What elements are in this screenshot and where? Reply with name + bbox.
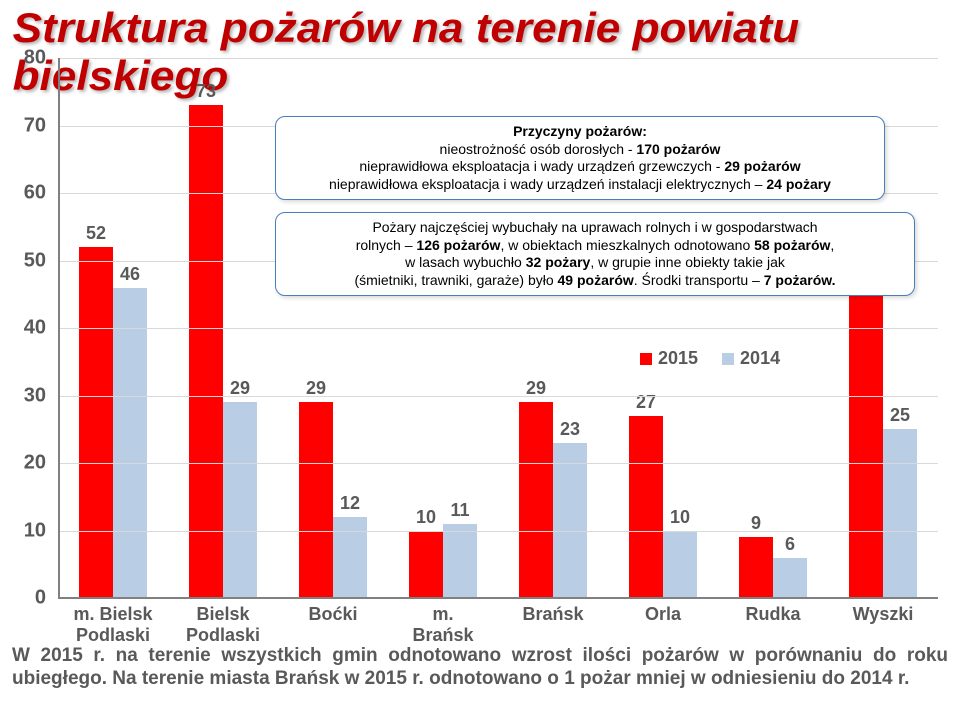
y-tick-label: 70 [24,114,46,137]
legend-label: 2015 [658,348,698,369]
bar-fill [409,531,443,599]
bar-value-label: 73 [189,81,223,102]
bar-fill [333,517,367,598]
bar-fill [519,402,553,598]
y-tick-label: 40 [24,317,46,340]
legend-item: 2015 [640,348,698,369]
legend-label: 2014 [740,348,780,369]
y-tick-label: 0 [35,587,46,610]
x-axis-line [58,597,938,599]
bar-fill [773,558,807,599]
y-tick-label: 50 [24,249,46,272]
callout-line: nieostrożność osób dorosłych - 170 pożar… [286,141,874,159]
bar-fill [299,402,333,598]
bar-fill [663,531,697,599]
grid-line [58,463,938,464]
x-tick-label: Orla [608,604,718,625]
callout-line: (śmietniki, trawniki, garaże) było 49 po… [286,272,904,290]
bar-fill [113,288,147,599]
bar-fill [739,537,773,598]
bar-fill [553,443,587,598]
bar-value-label: 23 [553,419,587,440]
y-tick-label: 20 [24,452,46,475]
grid-line [58,396,938,397]
grid-line [58,328,938,329]
y-tick-label: 10 [24,519,46,542]
bar-chart: 01020304050607080 5246732929121011292327… [10,58,950,618]
bar-fill [443,524,477,598]
legend-swatch [722,353,734,365]
callout-line: w lasach wybuchło 32 pożary, w grupie in… [286,254,904,272]
x-tick-label: m. BielskPodlaski [58,604,168,646]
bar-value-label: 11 [443,500,477,521]
locations-callout: Pożary najczęściej wybuchały na uprawach… [275,212,915,296]
y-axis-line [58,58,60,598]
bar-value-label: 46 [113,264,147,285]
bar-value-label: 25 [883,405,917,426]
bar-fill [883,429,917,598]
bar-value-label: 12 [333,493,367,514]
bar-fill [629,416,663,598]
legend-item: 2014 [722,348,780,369]
grid-line [58,58,938,59]
callout-line: nieprawidłowa eksploatacja i wady urządz… [286,176,874,194]
y-axis: 01020304050607080 [10,58,52,598]
bar-fill [223,402,257,598]
callout-title: Przyczyny pożarów: [286,123,874,141]
bar-value-label: 52 [79,223,113,244]
callout-line: nieprawidłowa eksploatacja i wady urządz… [286,158,874,176]
legend: 2015 2014 [640,348,780,369]
x-tick-label: Wyszki [828,604,938,625]
y-tick-label: 60 [24,182,46,205]
grid-line [58,531,938,532]
causes-callout: Przyczyny pożarów:nieostrożność osób dor… [275,116,885,200]
bar-fill [849,294,883,598]
bar-fill [79,247,113,598]
bar-fill [189,105,223,598]
x-tick-label: Rudka [718,604,828,625]
footer-text: W 2015 r. na terenie wszystkich gmin odn… [12,644,948,690]
bar-value-label: 6 [773,534,807,555]
x-tick-label: BielskPodlaski [168,604,278,646]
bar-value-label: 10 [663,507,697,528]
callout-line: Pożary najczęściej wybuchały na uprawach… [286,219,904,237]
legend-swatch [640,353,652,365]
y-tick-label: 80 [24,47,46,70]
bar-value-label: 10 [409,507,443,528]
x-tick-label: Brańsk [498,604,608,625]
y-tick-label: 30 [24,384,46,407]
callout-line: rolnych – 126 pożarów, w obiektach miesz… [286,237,904,255]
x-tick-label: Boćki [278,604,388,625]
x-tick-label: m.Brańsk [388,604,498,646]
